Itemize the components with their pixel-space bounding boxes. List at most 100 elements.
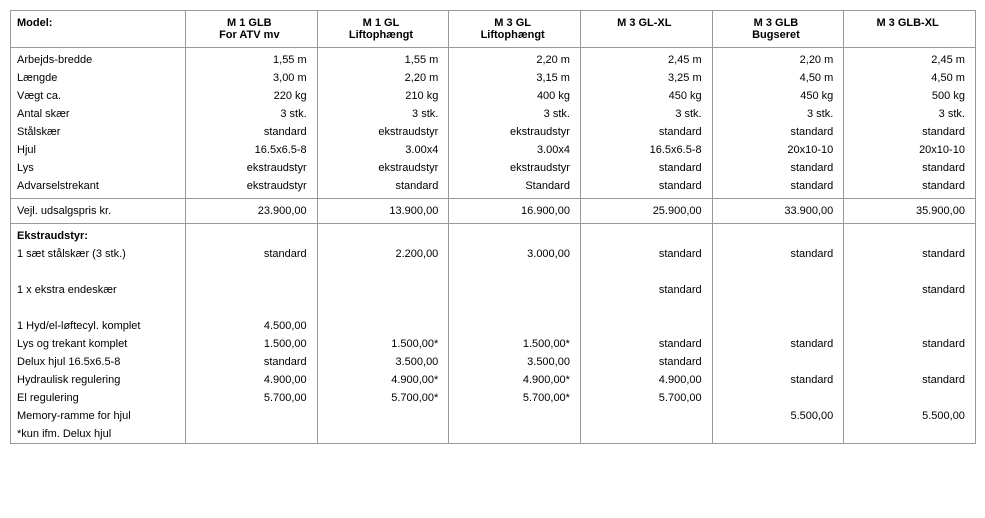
- extras-value: 1.500,00: [186, 335, 318, 353]
- model-header-1: M 1 GLLiftophængt: [317, 11, 449, 48]
- spacer-row: [11, 263, 976, 281]
- extras-value: standard: [712, 371, 844, 389]
- extras-label: 1 sæt stålskær (3 stk.): [11, 245, 186, 263]
- extras-value: 5.500,00: [712, 407, 844, 425]
- spec-row: AdvarselstrekantekstraudstyrstandardStan…: [11, 177, 976, 199]
- header-row: Model:M 1 GLBFor ATV mvM 1 GLLiftophængt…: [11, 11, 976, 48]
- spacer: [712, 263, 844, 281]
- extras-value: [186, 281, 318, 299]
- spec-value: standard: [712, 123, 844, 141]
- spec-value: 3 stk.: [317, 105, 449, 123]
- spec-value: 400 kg: [449, 87, 581, 105]
- spec-value: ekstraudstyr: [186, 177, 318, 199]
- extras-value: 2.200,00: [317, 245, 449, 263]
- extras-value: [317, 281, 449, 299]
- spec-value: 3 stk.: [712, 105, 844, 123]
- spec-value: 220 kg: [186, 87, 318, 105]
- spacer-row: [11, 299, 976, 317]
- spec-value: 2,20 m: [317, 69, 449, 87]
- spec-value: standard: [712, 159, 844, 177]
- spec-row: Lysekstraudstyrekstraudstyrekstraudstyrs…: [11, 159, 976, 177]
- spec-value: 3,15 m: [449, 69, 581, 87]
- spec-value: standard: [317, 177, 449, 199]
- model-name: M 3 GLB: [719, 17, 834, 29]
- model-name: M 3 GL: [455, 17, 570, 29]
- extras-label: Delux hjul 16.5x6.5-8: [11, 353, 186, 371]
- extras-value: 5.700,00: [580, 389, 712, 407]
- price-value: 23.900,00: [186, 199, 318, 224]
- empty: [844, 224, 976, 246]
- spec-value: 3 stk.: [580, 105, 712, 123]
- empty: [712, 425, 844, 444]
- spec-value: 1,55 m: [186, 48, 318, 70]
- extras-row: 1 Hyd/el-løftecyl. komplet4.500,00: [11, 317, 976, 335]
- extras-value: [449, 317, 581, 335]
- spec-value: 3.00x4: [317, 141, 449, 159]
- spec-table: Model:M 1 GLBFor ATV mvM 1 GLLiftophængt…: [10, 10, 976, 444]
- spec-value: standard: [580, 159, 712, 177]
- extras-value: standard: [186, 353, 318, 371]
- spec-value: 3 stk.: [844, 105, 976, 123]
- spec-row: Stålskærstandardekstraudstyrekstraudstyr…: [11, 123, 976, 141]
- empty: [186, 224, 318, 246]
- extras-value: [317, 407, 449, 425]
- spec-value: standard: [712, 177, 844, 199]
- spec-row: Arbejds-bredde1,55 m1,55 m2,20 m2,45 m2,…: [11, 48, 976, 70]
- spec-value: standard: [844, 159, 976, 177]
- extras-row: Lys og trekant komplet1.500,001.500,00*1…: [11, 335, 976, 353]
- extras-row: Hydraulisk regulering4.900,004.900,00*4.…: [11, 371, 976, 389]
- price-value: 13.900,00: [317, 199, 449, 224]
- spec-label: Antal skær: [11, 105, 186, 123]
- extras-label: El regulering: [11, 389, 186, 407]
- extras-value: 3.000,00: [449, 245, 581, 263]
- empty: [844, 425, 976, 444]
- extras-row: Memory-ramme for hjul 5.500,005.500,00: [11, 407, 976, 425]
- spec-value: ekstraudstyr: [317, 123, 449, 141]
- model-name: M 3 GLB-XL: [850, 17, 965, 29]
- extras-value: [844, 353, 976, 371]
- spec-value: ekstraudstyr: [449, 123, 581, 141]
- extras-row: 1 sæt stålskær (3 stk.) standard 2.200,003…: [11, 245, 976, 263]
- spec-value: 20x10-10: [844, 141, 976, 159]
- extras-value: 5.500,00: [844, 407, 976, 425]
- extras-value: standard: [712, 245, 844, 263]
- extras-value: 5.700,00*: [449, 389, 581, 407]
- extras-row: Delux hjul 16.5x6.5-8standard3.500,003.5…: [11, 353, 976, 371]
- model-label: Model:: [11, 11, 186, 48]
- price-value: 16.900,00: [449, 199, 581, 224]
- spacer: [844, 263, 976, 281]
- spec-value: 3 stk.: [449, 105, 581, 123]
- model-subtitle: Bugseret: [719, 29, 834, 41]
- extras-value: [449, 407, 581, 425]
- price-value: 33.900,00: [712, 199, 844, 224]
- extras-value: 5.700,00: [186, 389, 318, 407]
- extras-value: 1.500,00*: [449, 335, 581, 353]
- extras-value: 4.900,00: [186, 371, 318, 389]
- extras-value: [712, 281, 844, 299]
- spacer: [844, 299, 976, 317]
- spec-value: ekstraudstyr: [317, 159, 449, 177]
- spacer: [580, 299, 712, 317]
- spacer: [186, 299, 318, 317]
- empty: [449, 425, 581, 444]
- extras-value: 5.700,00*: [317, 389, 449, 407]
- spec-value: 3,25 m: [580, 69, 712, 87]
- extras-value: standard: [580, 245, 712, 263]
- empty: [580, 224, 712, 246]
- model-header-0: M 1 GLBFor ATV mv: [186, 11, 318, 48]
- extras-label: Memory-ramme for hjul: [11, 407, 186, 425]
- extras-value: [712, 353, 844, 371]
- model-header-2: M 3 GLLiftophængt: [449, 11, 581, 48]
- spec-value: 450 kg: [712, 87, 844, 105]
- price-row: Vejl. udsalgspris kr.23.900,0013.900,001…: [11, 199, 976, 224]
- spacer: [186, 263, 318, 281]
- extras-label: Lys og trekant komplet: [11, 335, 186, 353]
- spec-label: Vægt ca.: [11, 87, 186, 105]
- extras-value: [317, 317, 449, 335]
- spacer: [712, 299, 844, 317]
- spec-value: 210 kg: [317, 87, 449, 105]
- spec-value: 450 kg: [580, 87, 712, 105]
- model-name: M 1 GL: [324, 17, 439, 29]
- spec-value: 1,55 m: [317, 48, 449, 70]
- spec-value: 20x10-10: [712, 141, 844, 159]
